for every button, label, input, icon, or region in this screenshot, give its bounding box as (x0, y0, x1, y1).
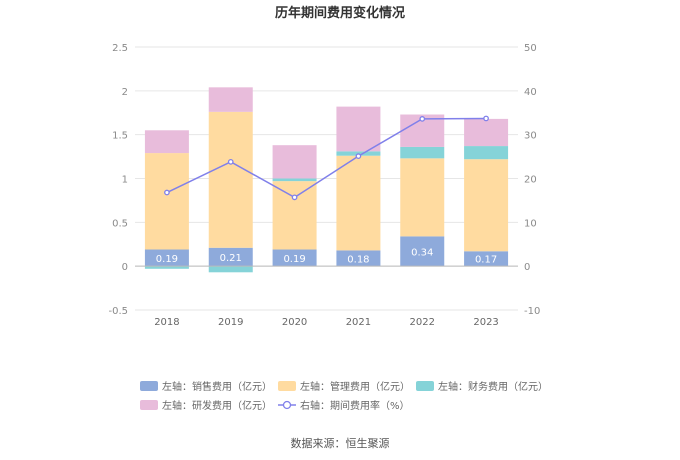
bar-3-2021 (336, 106, 381, 152)
bar-2-2018 (144, 266, 189, 269)
bar-0-2022 (400, 236, 445, 267)
rate-line-path (166, 117, 487, 199)
rate-point-2022 (419, 116, 426, 122)
x-tick-label: 2018 (154, 317, 179, 328)
rate-point-2023 (483, 115, 489, 122)
bars: 0.19 0.21 0.19 0.18 0.34 0.17 (144, 87, 509, 273)
right-tick-label: 40 (524, 87, 537, 98)
x-tick-label: 2023 (473, 317, 498, 328)
right-tick-label: 20 (524, 175, 537, 186)
x-tick-label: 2022 (410, 317, 435, 328)
left-axis: -0.5 0 0.5 1 1.5 2 2.5 (108, 43, 128, 317)
left-tick-label: 0.5 (112, 218, 128, 229)
bar-0-2021 (336, 250, 381, 267)
legend-swatch (416, 381, 434, 391)
bar-1-2020 (272, 181, 317, 250)
bar-1-2021 (336, 155, 381, 251)
bar-2-2019 (208, 266, 253, 273)
bar-2-2022 (400, 146, 445, 159)
legend-item: 左轴：研发费用（亿元） (140, 399, 272, 412)
right-tick-label: -10 (524, 306, 540, 317)
bar-3-2023 (464, 118, 509, 147)
bar-2-2020 (272, 178, 317, 182)
source-note: 数据来源：恒生聚源 (291, 436, 390, 450)
bar-1-2022 (400, 158, 445, 237)
rate-point-2018 (164, 189, 170, 196)
legend: 左轴：销售费用（亿元） 左轴：管理费用（亿元） 左轴：财务费用（亿元） 左轴：研发费用… (140, 380, 548, 412)
chart-title: 历年期间费用变化情况 (275, 5, 405, 21)
left-tick-label: 0 (122, 262, 128, 273)
bar-2-2023 (464, 146, 509, 160)
bar-1-2018 (144, 153, 189, 250)
data-label: 0.18 (347, 254, 369, 265)
legend-swatch (278, 381, 296, 391)
data-label: 0.34 (411, 247, 433, 258)
left-tick-label: -0.5 (108, 306, 128, 317)
right-tick-label: 50 (524, 43, 537, 54)
x-tick-label: 2020 (282, 317, 307, 328)
rate-point-2019 (227, 158, 234, 165)
right-tick-label: 0 (524, 262, 530, 273)
right-axis: -10 0 10 20 30 40 50 (524, 43, 540, 317)
x-axis-ticks: 2018 2019 2020 2021 2022 2023 (154, 317, 499, 328)
legend-item: 右轴：期间费用率（%） (278, 399, 410, 412)
rate-point-2021 (355, 153, 362, 159)
x-tick-label: 2019 (218, 317, 243, 328)
left-tick-label: 2.5 (112, 43, 128, 54)
bar-0-2019 (208, 247, 253, 267)
data-label: 0.19 (283, 254, 305, 265)
data-label: 0.17 (475, 255, 497, 266)
legend-swatch (140, 381, 158, 391)
left-tick-label: 2 (122, 87, 128, 98)
grid (135, 46, 518, 311)
legend-item: 左轴：销售费用（亿元） (140, 380, 272, 393)
legend-label: 左轴：财务费用（亿元） (438, 380, 548, 393)
legend-label: 左轴：研发费用（亿元） (162, 399, 272, 412)
bar-0-2018 (144, 249, 189, 267)
left-tick-label: 1.5 (112, 131, 128, 142)
rate-point-2020 (291, 194, 298, 201)
data-label: 0.19 (156, 254, 178, 265)
legend-swatch (140, 400, 158, 410)
bar-1-2023 (464, 159, 509, 252)
legend-label: 左轴：管理费用（亿元） (300, 380, 410, 393)
bar-0-2023 (464, 251, 509, 267)
legend-label: 右轴：期间费用率（%） (300, 399, 410, 412)
right-tick-label: 10 (524, 218, 537, 229)
legend-item: 左轴：财务费用（亿元） (416, 380, 548, 393)
data-label: 0.21 (220, 253, 242, 264)
legend-label: 左轴：销售费用（亿元） (162, 380, 272, 393)
legend-marker (282, 400, 292, 410)
bar-3-2018 (144, 130, 189, 154)
bar-3-2020 (272, 145, 317, 179)
bar-3-2019 (208, 87, 253, 112)
x-tick-label: 2021 (346, 317, 371, 328)
rate-line (164, 115, 489, 201)
legend-item: 左轴：管理费用（亿元） (278, 380, 410, 393)
left-tick-label: 1 (122, 175, 128, 186)
bar-0-2020 (272, 249, 317, 267)
bar-1-2019 (208, 111, 253, 248)
right-tick-label: 30 (524, 131, 537, 142)
